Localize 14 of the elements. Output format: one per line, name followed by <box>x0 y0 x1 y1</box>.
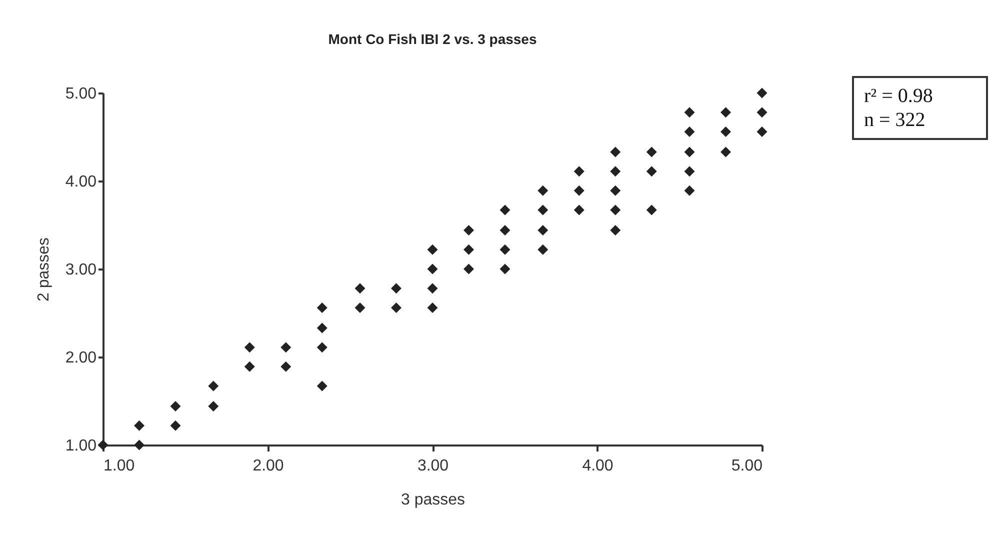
y-axis-title: 2 passes <box>35 237 52 302</box>
y-tick-label: 4.00 <box>65 174 97 190</box>
x-tick-label: 1.00 <box>104 458 135 474</box>
text-box: r² = 0.98 n = 322 <box>852 76 988 140</box>
x-tick-label: 5.00 <box>731 458 763 474</box>
y-tick-label: 2.00 <box>65 350 97 366</box>
x-tick-label: 2.00 <box>252 458 284 474</box>
x-tick-label: 3.00 <box>417 458 449 474</box>
y-tick-label: 1.00 <box>65 438 97 454</box>
x-axis-title: 3 passes <box>400 492 466 508</box>
y-tick-label: 3.00 <box>65 262 97 278</box>
y-tick-label: 5.00 <box>65 86 97 102</box>
x-tick-label: 4.00 <box>582 458 614 474</box>
chart-title: Mont Co Fish IBI 2 vs. 3 passes <box>328 31 537 47</box>
